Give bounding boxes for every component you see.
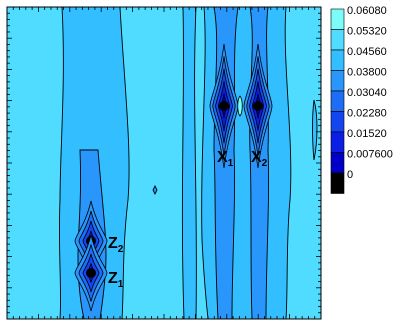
axis-ticks <box>6 6 322 320</box>
plot-area <box>7 7 321 319</box>
contour-speck <box>152 184 158 196</box>
contour-island-right <box>312 99 318 161</box>
contour-sliver-high <box>237 95 243 117</box>
colorbar-tick-label: 0.04560 <box>347 46 387 58</box>
annotation-x1: X1 <box>217 149 234 169</box>
minimum-x2-core <box>253 101 263 111</box>
minimum-z1 <box>74 234 108 312</box>
annotation-z1: Z1 <box>108 270 124 290</box>
minimum-x1 <box>209 43 239 169</box>
colorbar-tick-label: 0.01520 <box>347 128 387 140</box>
minimum-z1-core <box>86 268 96 278</box>
colorbar-tick-label: 0.06080 <box>347 5 387 17</box>
colorbar-swatch <box>330 29 345 51</box>
colorbar-tick-label: 0.02280 <box>347 108 387 120</box>
minimum-x1-core <box>219 101 229 111</box>
colorbar-swatch <box>330 131 345 153</box>
colorbar-swatch <box>330 8 345 30</box>
colorbar-swatch <box>330 152 345 174</box>
colorbar-tick-label: 0.007600 <box>347 149 393 161</box>
colorbar-swatch <box>330 90 345 112</box>
contour-band-middle <box>181 7 197 319</box>
colorbar-tick-label: 0.03800 <box>347 67 387 79</box>
annotation-z2: Z2 <box>108 235 124 255</box>
colorbar-swatch <box>330 111 345 133</box>
colorbar: 0.06080 0.05320 0.04560 0.03800 0.03040 0.022… <box>330 5 393 194</box>
colorbar-swatch <box>330 172 345 194</box>
colorbar-swatch <box>330 70 345 92</box>
annotation-x2: X2 <box>251 149 268 169</box>
colorbar-tick-label: 0.03040 <box>347 87 387 99</box>
colorbar-tick-label: 0.05320 <box>347 26 387 38</box>
minimum-x2 <box>237 43 273 169</box>
colorbar-tick-label: 0 <box>347 169 353 181</box>
colorbar-swatch <box>330 49 345 71</box>
